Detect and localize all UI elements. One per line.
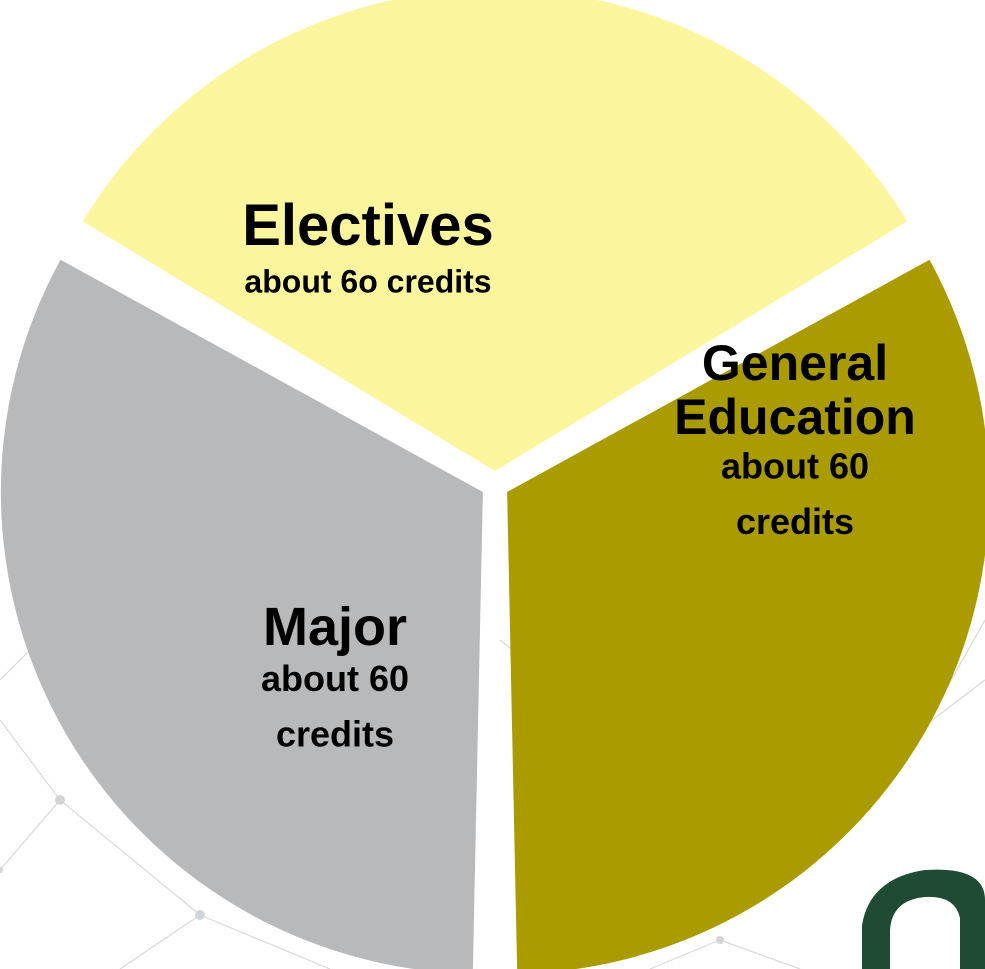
pie-slice-major: [0, 259, 483, 969]
slice-title-text: Electives: [242, 193, 494, 258]
slice-title-text: Major: [263, 597, 407, 657]
pie-labels: Electives about 6o credits GeneralEducatio…: [242, 193, 916, 755]
slice-title-text: Education: [674, 389, 916, 445]
pie-slice-general-education: [507, 259, 985, 969]
slice-sub-label: about 60: [261, 658, 409, 699]
slice-sub-label: about 60: [721, 445, 869, 486]
slice-title-text: General: [702, 335, 888, 391]
pie-slice-electives: [82, 0, 908, 471]
pie-label-electives: Electives about 6o credits: [242, 193, 494, 300]
university-logo-fragment: [862, 869, 985, 969]
slice-sub-label: credits: [276, 714, 394, 755]
slice-sub-label: credits: [736, 501, 854, 542]
slice-sub-label: about 6o credits: [244, 264, 491, 300]
